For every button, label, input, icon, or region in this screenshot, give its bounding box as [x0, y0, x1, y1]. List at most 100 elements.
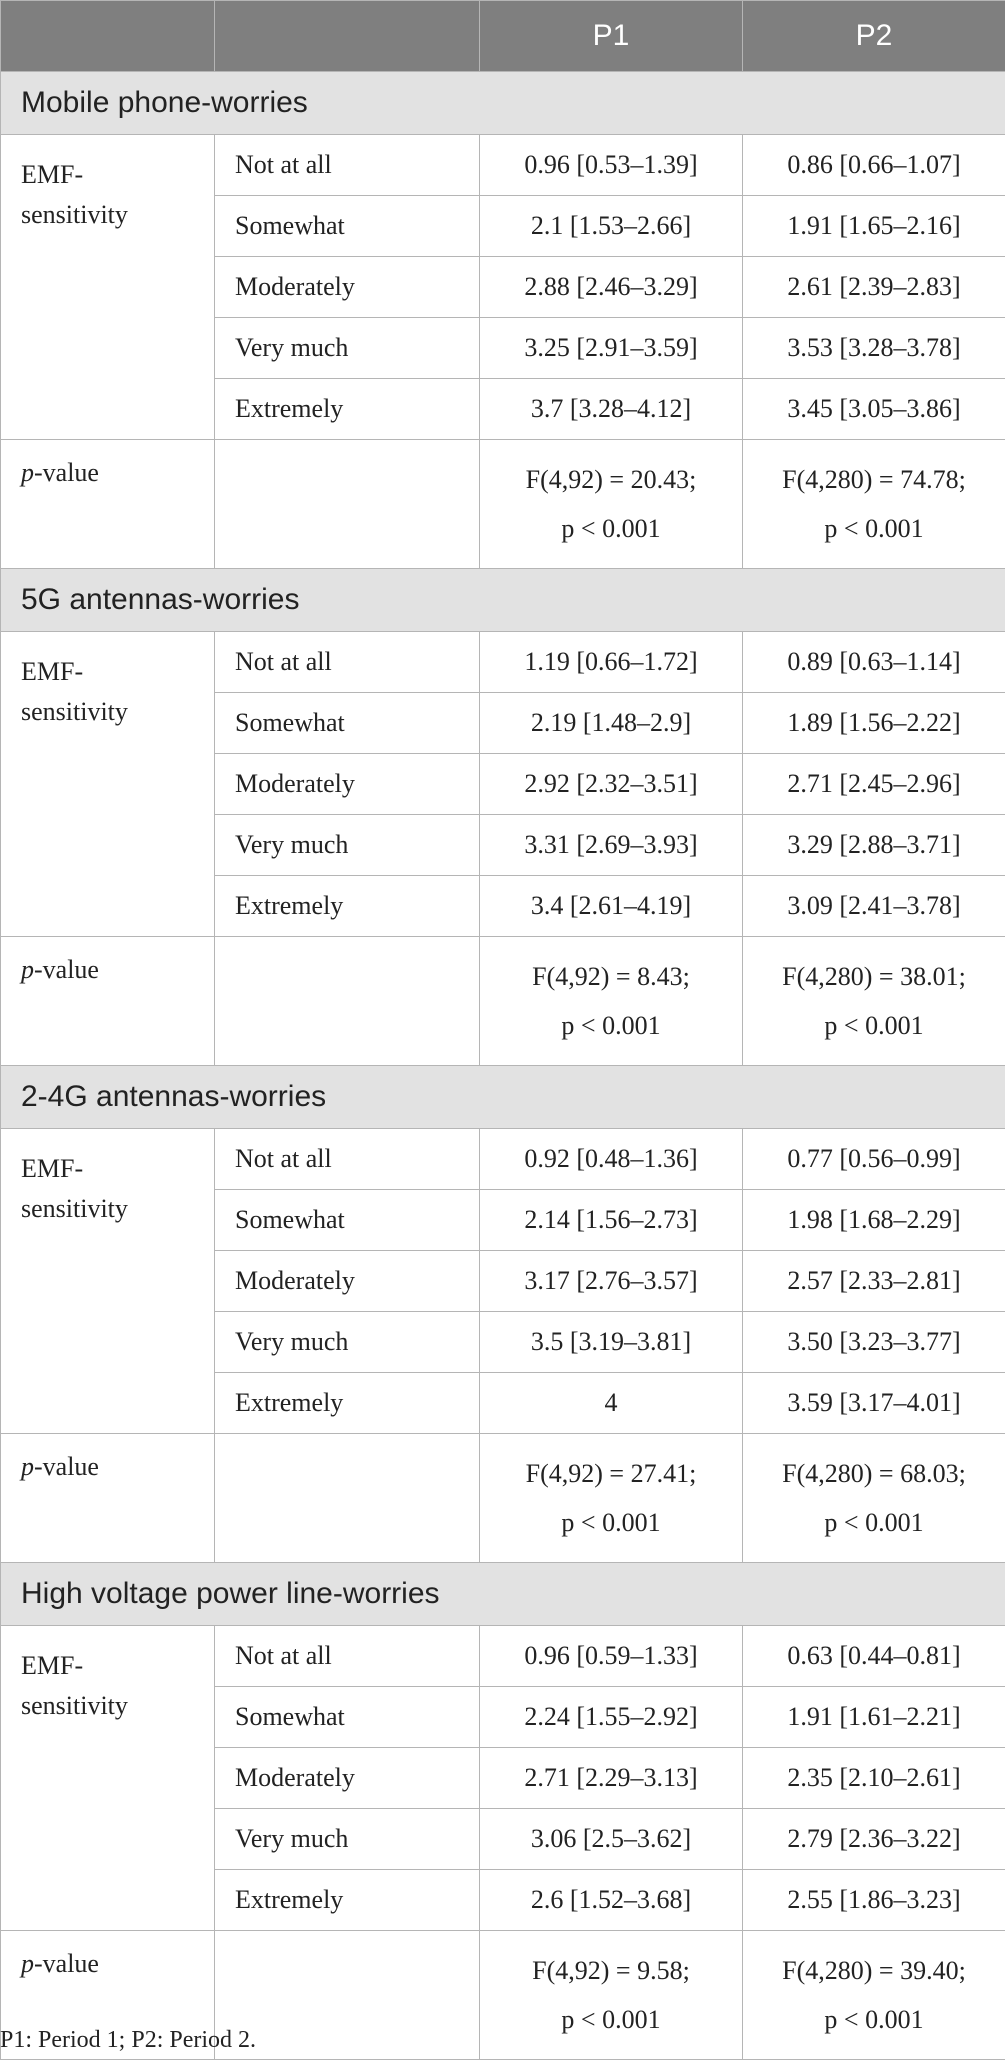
- p1-value: 3.06 [2.5–3.62]: [480, 1809, 743, 1870]
- p2-pvalue: F(4,280) = 39.40;p < 0.001: [743, 1931, 1005, 2060]
- emf-sensitivity-label-line1: EMF-: [21, 1149, 214, 1189]
- p1-pvalue: F(4,92) = 20.43;p < 0.001: [480, 440, 743, 569]
- p2-value: 1.91 [1.65–2.16]: [743, 196, 1005, 257]
- pvalue-label-italic: p: [21, 458, 34, 487]
- p2-f-stat: F(4,280) = 68.03;: [743, 1449, 1005, 1498]
- p2-f-stat: F(4,280) = 39.40;: [743, 1946, 1005, 1995]
- p2-value: 3.50 [3.23–3.77]: [743, 1312, 1005, 1373]
- p1-value: 2.14 [1.56–2.73]: [480, 1190, 743, 1251]
- pvalue-label-italic: p: [21, 955, 34, 984]
- p1-value: 2.71 [2.29–3.13]: [480, 1748, 743, 1809]
- level-label: Not at all: [215, 135, 480, 196]
- pvalue-label: p-value: [1, 1434, 215, 1563]
- p1-value: 2.92 [2.32–3.51]: [480, 754, 743, 815]
- p1-f-stat: F(4,92) = 9.58;: [480, 1946, 742, 1995]
- level-label: Somewhat: [215, 1190, 480, 1251]
- p2-value: 2.71 [2.45–2.96]: [743, 754, 1005, 815]
- p1-f-stat: F(4,92) = 27.41;: [480, 1449, 742, 1498]
- pvalue-label-rest: -value: [34, 1452, 99, 1481]
- p2-p: p < 0.001: [743, 1498, 1005, 1547]
- level-label: Very much: [215, 1809, 480, 1870]
- p2-pvalue: F(4,280) = 38.01;p < 0.001: [743, 937, 1005, 1066]
- p2-value: 3.53 [3.28–3.78]: [743, 318, 1005, 379]
- level-label: Somewhat: [215, 693, 480, 754]
- p1-p: p < 0.001: [480, 1001, 742, 1050]
- pvalue-label-rest: -value: [34, 1949, 99, 1978]
- section-title: 5G antennas-worries: [1, 569, 1005, 632]
- emf-sensitivity-label-line1: EMF-: [21, 652, 214, 692]
- p1-f-stat: F(4,92) = 20.43;: [480, 455, 742, 504]
- p1-value: 0.96 [0.53–1.39]: [480, 135, 743, 196]
- pvalue-label-italic: p: [21, 1949, 34, 1978]
- p2-pvalue: F(4,280) = 74.78;p < 0.001: [743, 440, 1005, 569]
- level-label: Not at all: [215, 1626, 480, 1687]
- emf-sensitivity-label-line1: EMF-: [21, 1646, 214, 1686]
- emf-sensitivity-label-line2: sensitivity: [21, 1189, 214, 1229]
- level-label: Very much: [215, 815, 480, 876]
- p1-value: 3.25 [2.91–3.59]: [480, 318, 743, 379]
- p1-value: 3.5 [3.19–3.81]: [480, 1312, 743, 1373]
- emf-sensitivity-label-line1: EMF-: [21, 155, 214, 195]
- header-empty-1: [1, 1, 215, 72]
- p1-value: 1.19 [0.66–1.72]: [480, 632, 743, 693]
- level-label: Moderately: [215, 1748, 480, 1809]
- level-label: Very much: [215, 1312, 480, 1373]
- pvalue-empty-cell: [215, 440, 480, 569]
- p2-f-stat: F(4,280) = 74.78;: [743, 455, 1005, 504]
- header-p1: P1: [480, 1, 743, 72]
- p2-value: 0.77 [0.56–0.99]: [743, 1129, 1005, 1190]
- p1-p: p < 0.001: [480, 1498, 742, 1547]
- section-header-row: Mobile phone-worries: [1, 72, 1005, 135]
- table-footnote: P1: Period 1; P2: Period 2.: [0, 2027, 256, 2054]
- p1-value: 2.6 [1.52–3.68]: [480, 1870, 743, 1931]
- pvalue-empty-cell: [215, 1434, 480, 1563]
- p1-value: 4: [480, 1373, 743, 1434]
- p2-p: p < 0.001: [743, 1995, 1005, 2044]
- level-label: Extremely: [215, 1870, 480, 1931]
- p1-pvalue: F(4,92) = 27.41;p < 0.001: [480, 1434, 743, 1563]
- level-label: Somewhat: [215, 196, 480, 257]
- pvalue-label-rest: -value: [34, 458, 99, 487]
- level-label: Extremely: [215, 1373, 480, 1434]
- p1-pvalue: F(4,92) = 8.43;p < 0.001: [480, 937, 743, 1066]
- level-label: Not at all: [215, 1129, 480, 1190]
- header-p2: P2: [743, 1, 1005, 72]
- section-header-row: High voltage power line-worries: [1, 1563, 1005, 1626]
- level-label: Very much: [215, 318, 480, 379]
- level-label: Moderately: [215, 754, 480, 815]
- p1-pvalue: F(4,92) = 9.58;p < 0.001: [480, 1931, 743, 2060]
- p2-value: 3.59 [3.17–4.01]: [743, 1373, 1005, 1434]
- pvalue-label: p-value: [1, 440, 215, 569]
- header-empty-2: [215, 1, 480, 72]
- p2-f-stat: F(4,280) = 38.01;: [743, 952, 1005, 1001]
- level-label: Moderately: [215, 1251, 480, 1312]
- emf-sensitivity-label-line2: sensitivity: [21, 195, 214, 235]
- p2-value: 3.09 [2.41–3.78]: [743, 876, 1005, 937]
- p2-value: 2.79 [2.36–3.22]: [743, 1809, 1005, 1870]
- p1-value: 2.88 [2.46–3.29]: [480, 257, 743, 318]
- emf-sensitivity-label: EMF-sensitivity: [1, 1129, 215, 1434]
- p1-value: 0.92 [0.48–1.36]: [480, 1129, 743, 1190]
- p2-value: 3.29 [2.88–3.71]: [743, 815, 1005, 876]
- p2-value: 1.91 [1.61–2.21]: [743, 1687, 1005, 1748]
- section-title: Mobile phone-worries: [1, 72, 1005, 135]
- table-header-row: P1 P2: [1, 1, 1005, 72]
- p2-value: 0.89 [0.63–1.14]: [743, 632, 1005, 693]
- emf-sensitivity-label-line2: sensitivity: [21, 692, 214, 732]
- p2-value: 3.45 [3.05–3.86]: [743, 379, 1005, 440]
- section-header-row: 2-4G antennas-worries: [1, 1066, 1005, 1129]
- p1-f-stat: F(4,92) = 8.43;: [480, 952, 742, 1001]
- p2-pvalue: F(4,280) = 68.03;p < 0.001: [743, 1434, 1005, 1563]
- section-title: 2-4G antennas-worries: [1, 1066, 1005, 1129]
- pvalue-label-rest: -value: [34, 955, 99, 984]
- p1-value: 2.24 [1.55–2.92]: [480, 1687, 743, 1748]
- p1-value: 3.7 [3.28–4.12]: [480, 379, 743, 440]
- section-title: High voltage power line-worries: [1, 1563, 1005, 1626]
- level-label: Extremely: [215, 876, 480, 937]
- pvalue-empty-cell: [215, 937, 480, 1066]
